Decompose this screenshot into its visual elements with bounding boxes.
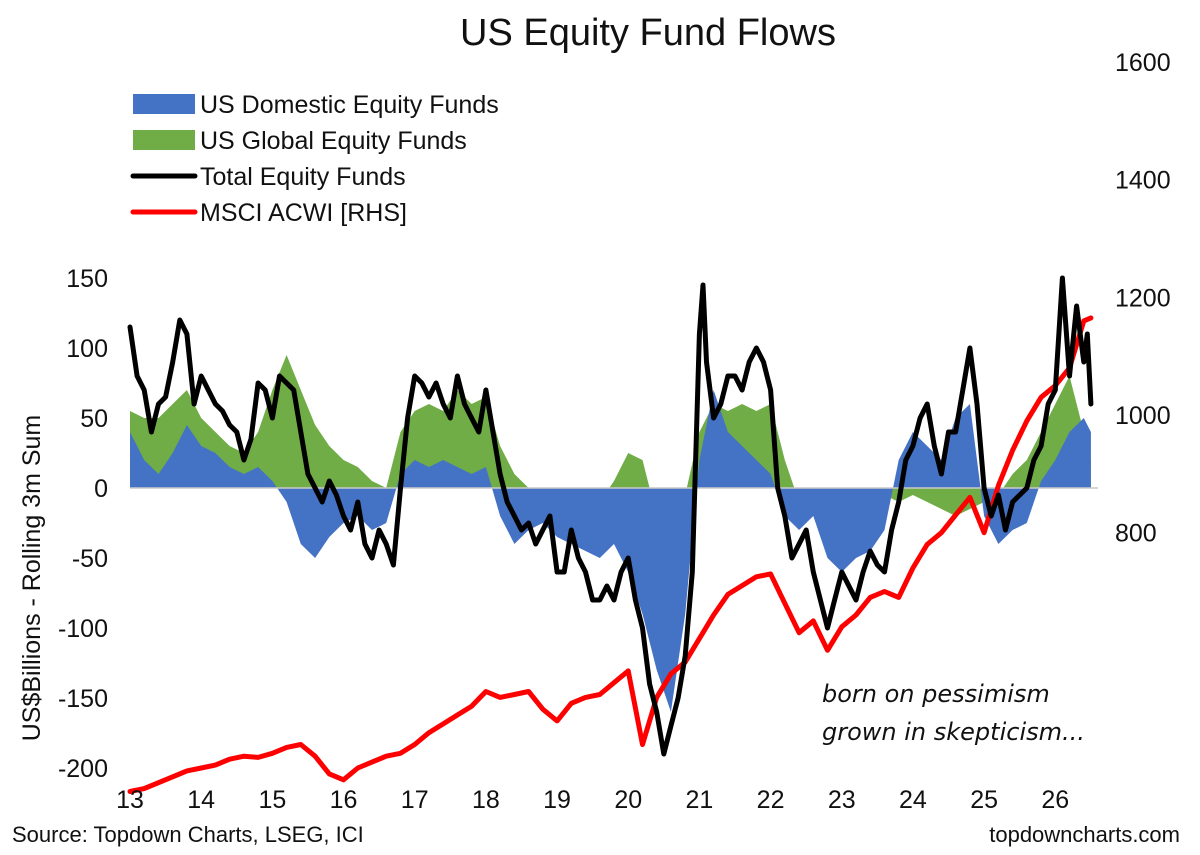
legend: US Domestic Equity Funds US Global Equity… xyxy=(130,91,499,227)
y2-tick-label: 1000 xyxy=(1115,402,1171,430)
watermark-text: topdowncharts.com xyxy=(989,822,1180,847)
x-tick-label: 23 xyxy=(828,786,856,814)
msci-acwi-line xyxy=(127,315,1094,794)
legend-label: Total Equity Funds xyxy=(200,163,406,191)
y2-tick-label: 800 xyxy=(1115,520,1157,548)
x-tick-label: 24 xyxy=(899,786,927,814)
y-tick-label: 150 xyxy=(66,265,108,293)
y-tick-label: 0 xyxy=(94,475,108,503)
y-tick-label: -150 xyxy=(58,685,108,713)
y-tick-label: -100 xyxy=(58,615,108,643)
x-axis: 13 14 15 16 17 18 19 20 21 22 23 24 25 26 xyxy=(116,786,1069,814)
x-tick-label: 16 xyxy=(330,786,358,814)
y-axis-right: 800 1000 1200 1400 1600 xyxy=(1115,49,1171,548)
y-tick-label: -50 xyxy=(72,545,108,573)
x-tick-label: 26 xyxy=(1041,786,1069,814)
x-tick-label: 14 xyxy=(187,786,215,814)
x-tick-label: 21 xyxy=(686,786,714,814)
annotation-line-2: grown in skepticism... xyxy=(822,718,1085,746)
annotation-line-1: born on pessimism xyxy=(822,680,1050,708)
y-axis-left: -200 -150 -100 -50 0 50 100 150 xyxy=(58,265,108,783)
x-tick-label: 15 xyxy=(258,786,286,814)
y2-tick-label: 1400 xyxy=(1115,167,1171,195)
x-tick-label: 18 xyxy=(472,786,500,814)
legend-label: US Domestic Equity Funds xyxy=(200,91,499,119)
legend-swatch xyxy=(133,130,195,150)
x-tick-label: 17 xyxy=(401,786,429,814)
x-tick-label: 22 xyxy=(757,786,785,814)
x-tick-label: 20 xyxy=(614,786,642,814)
total-equity-line xyxy=(127,275,1094,757)
x-tick-label: 19 xyxy=(543,786,571,814)
legend-label: US Global Equity Funds xyxy=(200,127,467,155)
y-tick-label: -200 xyxy=(58,755,108,783)
legend-swatch xyxy=(133,94,195,114)
y-tick-label: 100 xyxy=(66,335,108,363)
global-funds-area xyxy=(130,355,1091,523)
y2-tick-label: 1200 xyxy=(1115,284,1171,312)
plot-area xyxy=(127,275,1098,794)
y2-tick-label: 1600 xyxy=(1115,49,1171,77)
chart-title: US Equity Fund Flows xyxy=(460,12,836,54)
source-text: Source: Topdown Charts, LSEG, ICI xyxy=(12,822,364,847)
y-tick-label: 50 xyxy=(80,405,108,433)
x-tick-label: 13 xyxy=(116,786,144,814)
x-tick-label: 25 xyxy=(970,786,998,814)
y-axis-label: US$Billions - Rolling 3m Sum xyxy=(18,415,46,742)
legend-label: MSCI ACWI [RHS] xyxy=(200,199,407,227)
